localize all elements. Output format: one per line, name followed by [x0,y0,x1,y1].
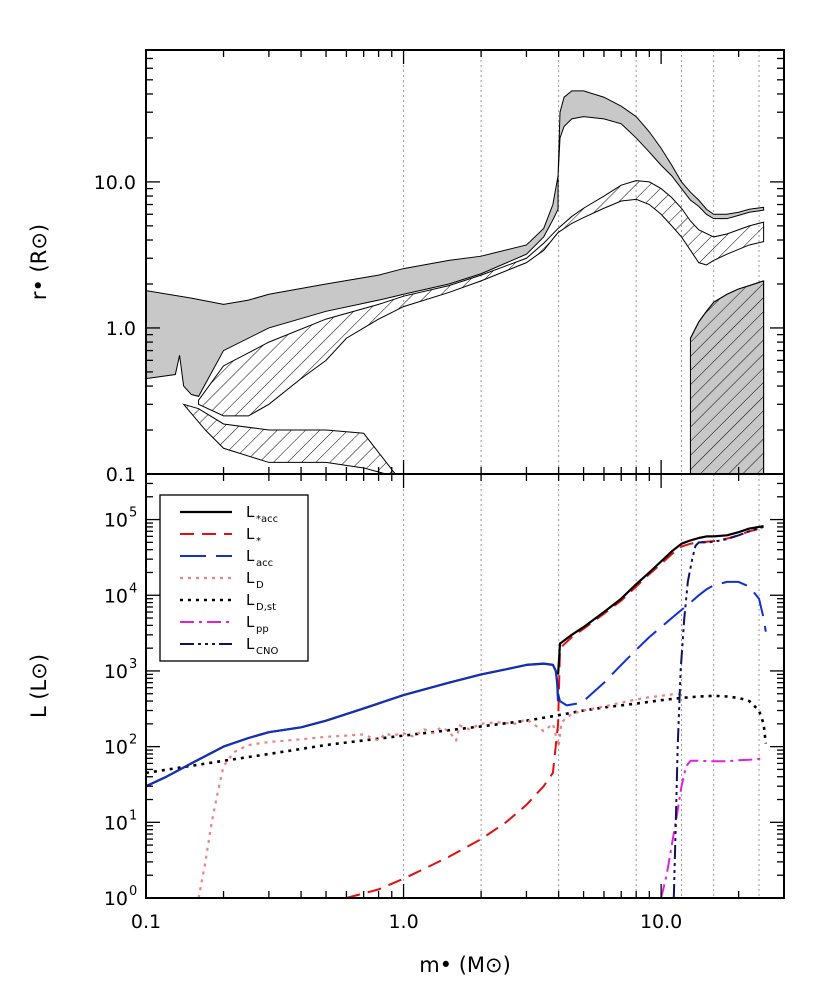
top-panel: 0.1 1.0 10.0 r• (R⊙) [27,49,785,486]
legend-box [159,494,309,662]
top-y-axis-label: r• (R⊙) [27,224,51,300]
y-tick-exponent: 3 [129,657,137,672]
x-tick-label: 10.0 [640,911,682,933]
legend-label: L [246,635,255,653]
radius-band-hatch [182,403,396,474]
legend-label: L [246,591,255,609]
legend-label-subscript: CNO [256,646,278,657]
legend-label: L [246,525,255,543]
series-line-acc [146,662,559,788]
y-tick-exponent: 4 [129,581,137,596]
legend-label: L [246,503,255,521]
y-tick-label: 10 [104,737,128,759]
y-tick-label: 10.0 [94,172,136,194]
bottom-y-axis-label: L (L⊙) [27,654,51,718]
top-axis-ticks: 0.1 1.0 10.0 [94,49,785,486]
legend-label-subscript: acc [256,558,273,569]
y-tick-label: 10 [104,812,128,834]
series-line-acc [557,580,767,707]
y-tick-exponent: 1 [129,808,137,823]
legend-label-subscript: *acc [256,514,278,525]
y-tick-label: 0.1 [106,464,136,486]
radius-band-fill [146,175,559,397]
bottom-luminosity-lines [146,525,768,898]
series-line-acc [557,525,764,675]
radius-band-hatch [198,180,765,417]
y-tick-exponent: 5 [129,506,137,521]
series-line- [346,526,764,898]
legend-label: L [246,569,255,587]
series-line-Dst [146,694,768,775]
legend-label: L [246,613,255,631]
bottom-panel-frame [145,473,785,899]
radius-band-hatch [689,280,765,474]
legend-label-subscript: * [256,536,261,547]
legend-label-subscript: D [256,580,264,591]
x-tick-label: 1.0 [388,911,418,933]
y-tick-exponent: 2 [129,733,137,748]
series-line-CNO [672,525,764,898]
legend-label-subscript: pp [256,624,269,635]
y-tick-label: 10 [104,510,128,532]
y-tick-exponent: 0 [129,884,137,899]
legend-label-subscript: D,st [256,602,276,613]
y-tick-label: 1.0 [106,318,136,340]
y-tick-label: 10 [104,888,128,910]
y-tick-label: 10 [104,661,128,683]
x-axis-label: m• (M⊙) [419,953,511,977]
top-radius-bands [146,90,765,474]
series-line-D [197,692,682,898]
x-tick-label: 0.1 [131,911,161,933]
radius-band-fill [557,90,765,220]
legend-label: L [246,547,255,565]
y-tick-label: 10 [104,585,128,607]
series-line-pp [660,757,764,898]
